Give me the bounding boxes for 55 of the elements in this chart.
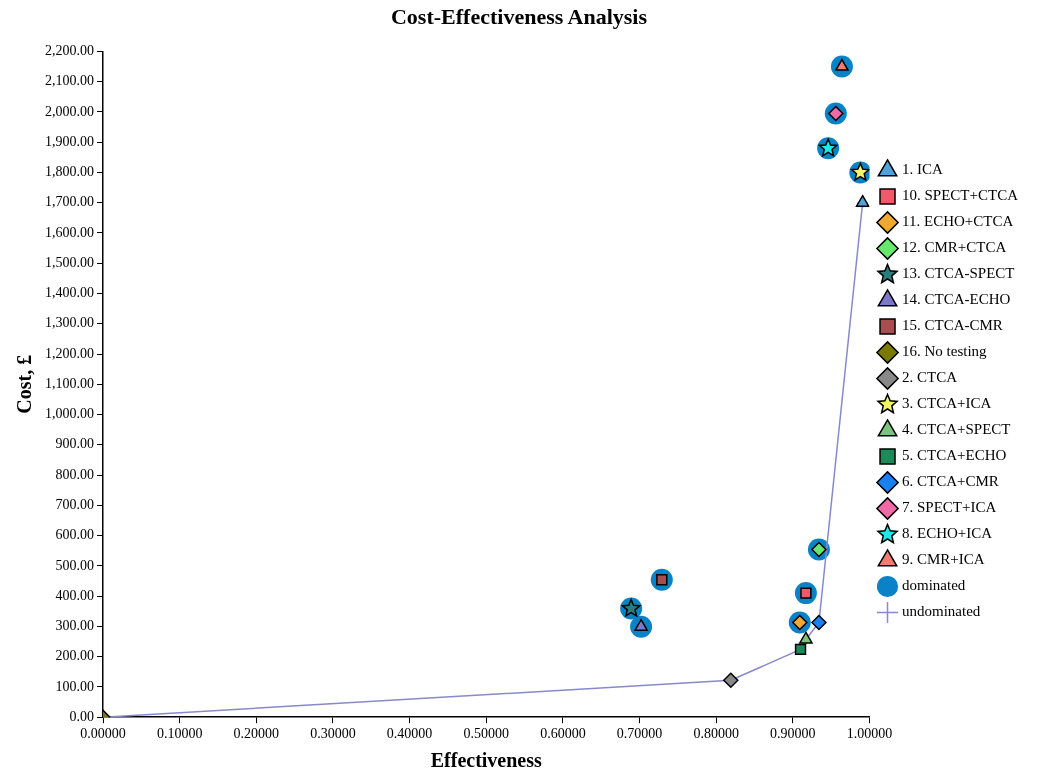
y-tick-label: 1,000.00 <box>45 406 94 422</box>
legend-label: 12. CMR+CTCA <box>902 239 1007 256</box>
y-tick-label: 800.00 <box>55 466 94 482</box>
y-tick-label: 1,900.00 <box>45 133 94 149</box>
y-tick-label: 400.00 <box>55 587 94 603</box>
legend-label: 15. CTCA-CMR <box>902 317 1003 334</box>
x-tick-label: 0.30000 <box>310 726 356 742</box>
y-tick-label: 2,200.00 <box>45 43 94 59</box>
y-tick-label: 200.00 <box>55 648 94 664</box>
legend-label: 9. CMR+ICA <box>902 551 985 568</box>
y-tick-label: 1,200.00 <box>45 345 94 361</box>
y-tick-label: 300.00 <box>55 618 94 634</box>
x-axis-title: Effectiveness <box>430 749 543 772</box>
chart-title: Cost-Effectiveness Analysis <box>390 3 648 29</box>
legend-label: 7. SPECT+ICA <box>902 499 997 516</box>
legend-label: 6. CTCA+CMR <box>902 473 999 490</box>
legend-label: 3. CTCA+ICA <box>902 395 992 412</box>
legend-label: dominated <box>902 577 966 594</box>
legend-label: 4. CTCA+SPECT <box>902 421 1011 438</box>
x-tick-label: 0.20000 <box>233 726 280 742</box>
y-tick-label: 900.00 <box>55 436 94 452</box>
y-tick-label: 2,000.00 <box>45 103 94 119</box>
y-tick-label: 1,600.00 <box>45 224 94 240</box>
y-tick-label: 100.00 <box>55 678 94 694</box>
legend-label: 5. CTCA+ECHO <box>902 447 1007 464</box>
x-tick-label: 0.00000 <box>80 726 126 742</box>
legend-label: 2. CTCA <box>902 369 958 386</box>
y-axis-title: Cost, £ <box>13 354 36 414</box>
x-tick-label: 0.50000 <box>463 726 510 742</box>
legend-label: 14. CTCA-ECHO <box>902 291 1011 308</box>
y-tick-label: 1,300.00 <box>45 315 94 331</box>
legend-label: 8. ECHO+ICA <box>902 525 993 542</box>
y-tick-label: 1,800.00 <box>45 164 94 180</box>
legend-label: undominated <box>902 603 981 620</box>
legend-label: 10. SPECT+CTCA <box>902 187 1019 204</box>
y-tick-label: 1,100.00 <box>45 375 94 391</box>
y-tick-label: 2,100.00 <box>45 73 94 89</box>
y-tick-label: 500.00 <box>55 557 94 573</box>
legend-label: 1. ICA <box>902 161 944 178</box>
legend-label: 13. CTCA-SPECT <box>902 265 1015 282</box>
y-tick-label: 1,700.00 <box>45 194 94 210</box>
y-tick-label: 0.00 <box>69 708 94 724</box>
x-tick-label: 0.40000 <box>386 726 433 742</box>
x-tick-label: 0.10000 <box>156 726 203 742</box>
y-tick-label: 1,500.00 <box>45 254 94 270</box>
y-tick-label: 700.00 <box>55 497 94 513</box>
legend-label: 11. ECHO+CTCA <box>902 213 1014 230</box>
y-tick-label: 600.00 <box>55 527 94 543</box>
x-tick-label: 1.00000 <box>846 726 893 742</box>
x-tick-label: 0.90000 <box>770 726 816 742</box>
legend-label: 16. No testing <box>902 343 988 360</box>
x-tick-label: 0.70000 <box>616 726 663 742</box>
y-tick-label: 1,400.00 <box>45 285 94 301</box>
x-tick-label: 0.60000 <box>540 726 586 742</box>
x-tick-label: 0.80000 <box>693 726 739 742</box>
